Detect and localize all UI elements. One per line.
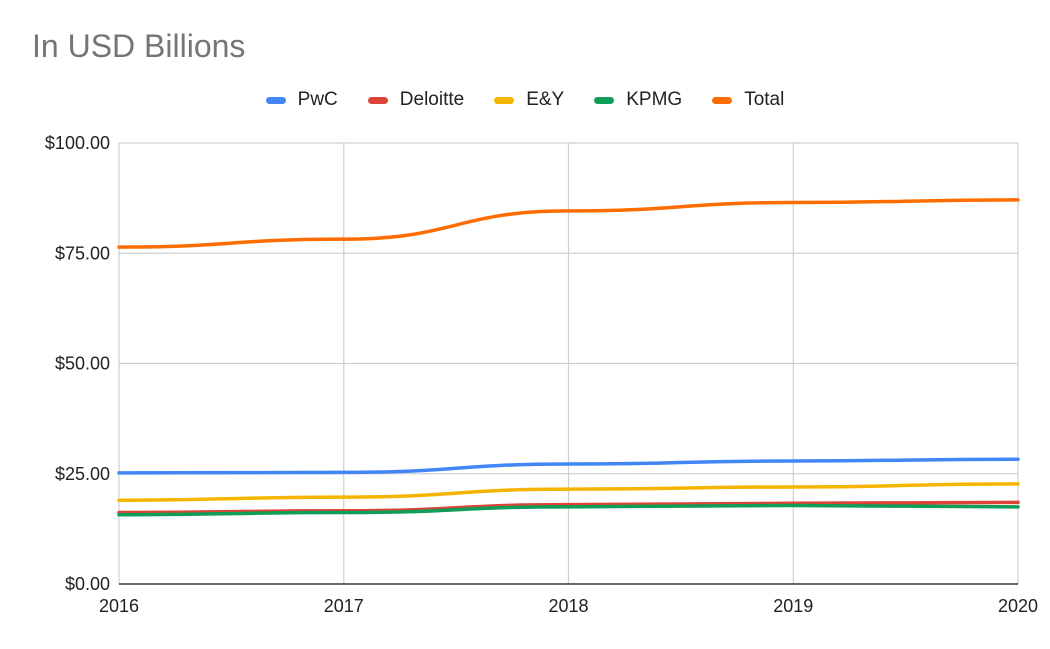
- legend-label-deloitte: Deloitte: [399, 89, 465, 110]
- y-tick-label: $50.00: [55, 354, 110, 374]
- legend-label-total: Total: [744, 89, 785, 110]
- grid-lines: [118, 142, 1019, 584]
- y-tick-label: $25.00: [55, 464, 110, 484]
- x-tick-label: 2018: [548, 596, 588, 616]
- series-lines: [117, 198, 1020, 517]
- legend-item-kpmg[interactable]: KPMG: [594, 89, 682, 111]
- legend-item-ey[interactable]: E&Y: [494, 89, 564, 111]
- x-tick-labels: 2016 2017 2018 2019 2020: [99, 596, 1038, 616]
- legend-item-pwc[interactable]: PwC: [265, 89, 338, 111]
- chart-legend: PwC Deloitte E&Y KPMG Total: [0, 86, 1050, 114]
- y-tick-labels: $0.00 $25.00 $50.00 $75.00 $100.00: [45, 133, 110, 594]
- series-line-e-y[interactable]: [117, 482, 1020, 502]
- y-tick-label: $0.00: [65, 574, 110, 594]
- legend-swatch-total: [712, 96, 733, 104]
- series-line-total[interactable]: [117, 198, 1020, 249]
- x-tick-label: 2020: [998, 596, 1038, 616]
- legend-swatch-ey: [494, 96, 515, 104]
- chart-title: In USD Billions: [32, 28, 246, 64]
- x-tick-label: 2017: [324, 596, 364, 616]
- x-tick-label: 2019: [773, 596, 813, 616]
- legend-swatch-pwc: [265, 96, 286, 104]
- legend-item-deloitte[interactable]: Deloitte: [367, 89, 465, 111]
- series-line-kpmg[interactable]: [117, 503, 1020, 517]
- legend-item-total[interactable]: Total: [712, 89, 784, 111]
- series-line-deloitte[interactable]: [117, 500, 1020, 515]
- y-tick-label: $100.00: [45, 133, 110, 153]
- legend-swatch-kpmg: [594, 96, 615, 104]
- y-tick-label: $75.00: [55, 243, 110, 263]
- legend-swatch-deloitte: [367, 96, 388, 104]
- legend-label-pwc: PwC: [297, 89, 338, 110]
- legend-label-kpmg: KPMG: [626, 89, 683, 110]
- legend-label-ey: E&Y: [526, 89, 565, 110]
- x-tick-label: 2016: [99, 596, 139, 616]
- series-line-pwc[interactable]: [117, 457, 1020, 475]
